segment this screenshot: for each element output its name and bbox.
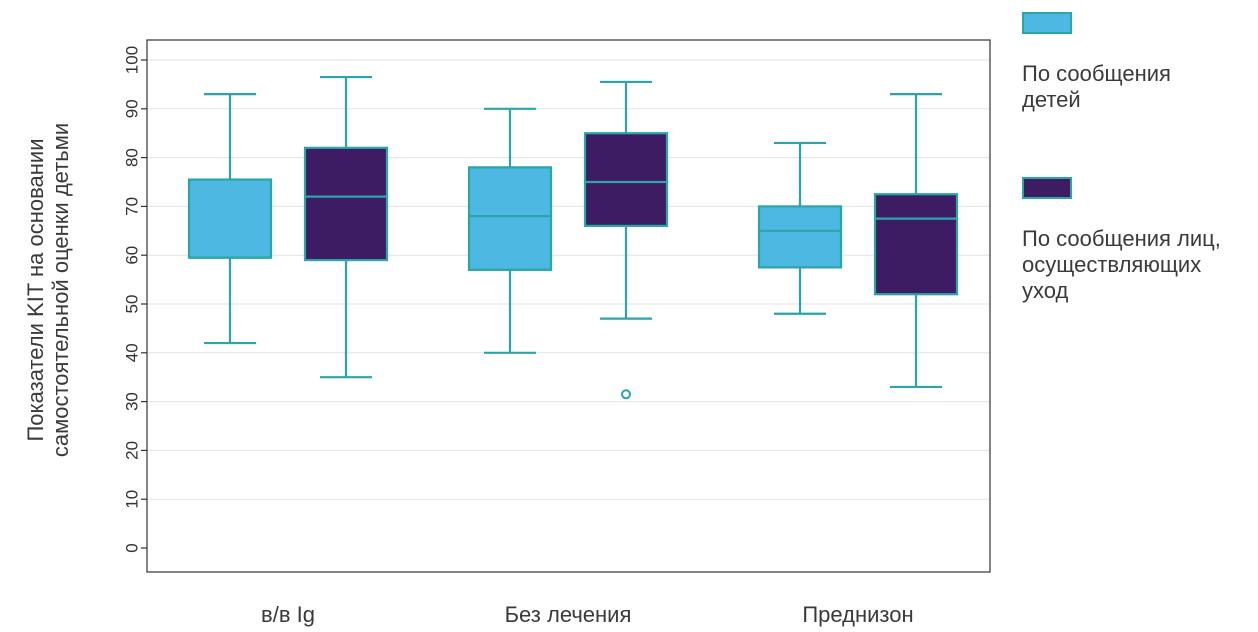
- box-iqr: [467, 166, 553, 271]
- y-tick-label: 20: [123, 441, 142, 460]
- x-tick-label-prednisone: Преднизон: [802, 602, 914, 627]
- box-caregivers-1: [583, 80, 669, 400]
- legend-swatch-caregivers: [1022, 177, 1072, 199]
- y-tick-label: 80: [123, 148, 142, 167]
- y-tick-label: 70: [123, 197, 142, 216]
- y-tick-label: 30: [123, 392, 142, 411]
- y-tick-label: 100: [123, 46, 142, 74]
- outlier-point: [621, 389, 631, 400]
- box-iqr: [757, 205, 843, 269]
- box-children-2: [757, 141, 843, 315]
- box-children-0: [187, 93, 273, 345]
- gridlines: [147, 59, 990, 500]
- y-tick-label: 60: [123, 246, 142, 265]
- y-tick-label: 10: [123, 490, 142, 509]
- y-axis-label: Показатели KIT на основании самостоятель…: [23, 122, 73, 458]
- x-tick-label-ivig: в/в Ig: [261, 602, 315, 627]
- plot-frame: [146, 39, 991, 573]
- legend-label-caregivers: По сообщения лиц, осуществляющих уход: [1022, 226, 1221, 303]
- y-tick-label: 90: [123, 99, 142, 118]
- legend-swatch-children: [1022, 12, 1072, 34]
- box-iqr: [873, 193, 959, 296]
- legend-label-children: По сообщения детей: [1022, 61, 1171, 112]
- y-axis: 0 10 20 30 40 50 60 70 80 90 100: [123, 46, 147, 553]
- box-caregivers-0: [303, 75, 389, 379]
- box-iqr: [303, 146, 389, 262]
- y-tick-label: 0: [123, 543, 142, 552]
- box-iqr: [583, 132, 669, 228]
- box-iqr: [187, 178, 273, 259]
- box-children-1: [467, 107, 553, 354]
- y-tick-label: 40: [123, 343, 142, 362]
- boxes: [187, 75, 959, 400]
- x-tick-label-no-treatment: Без лечения: [504, 602, 632, 627]
- box-caregivers-2: [873, 93, 959, 389]
- y-tick-label: 50: [123, 295, 142, 314]
